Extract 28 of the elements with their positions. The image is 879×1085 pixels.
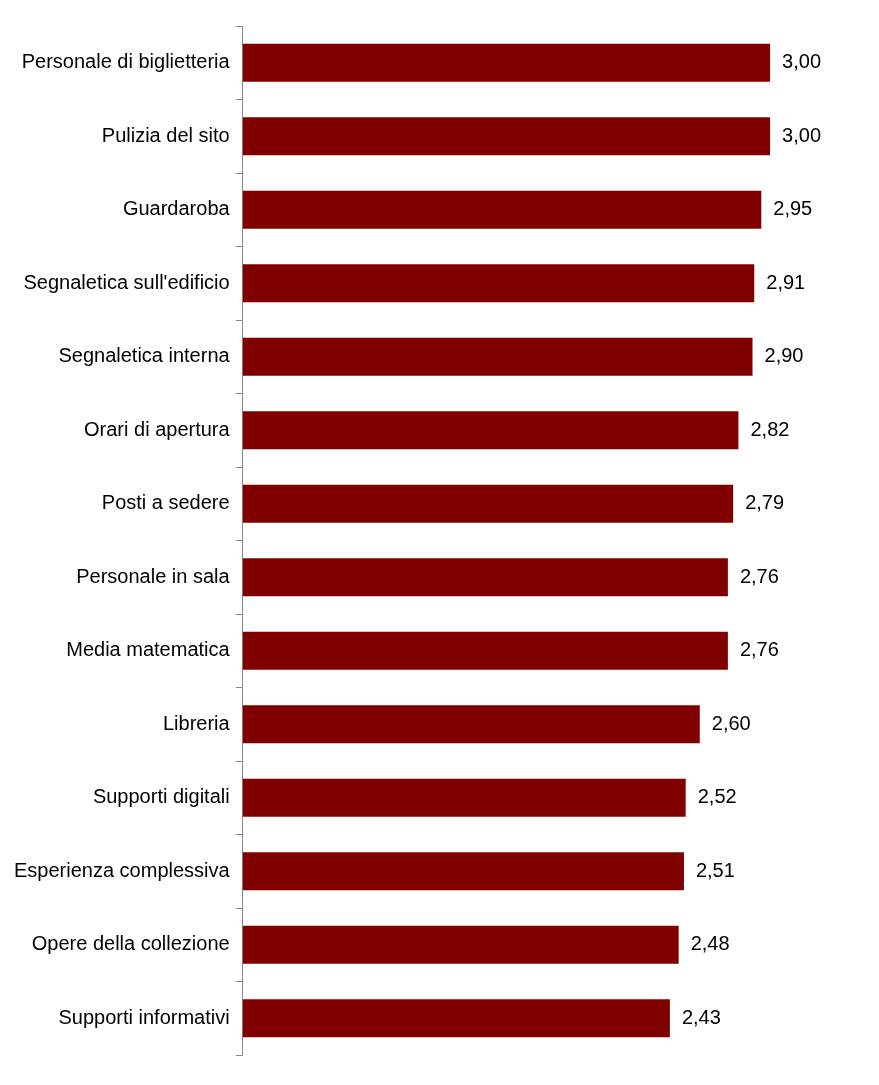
data-label: 2,76 bbox=[739, 564, 779, 587]
y-tick-label: Pulizia del sito bbox=[101, 123, 230, 146]
data-label: 2,79 bbox=[745, 491, 785, 514]
data-label: 2,76 bbox=[739, 638, 779, 661]
y-tick-label: Segnaletica sull'edificio bbox=[23, 270, 230, 293]
data-label: 2,91 bbox=[766, 270, 806, 293]
y-tick-label: Supporti informativi bbox=[58, 1005, 230, 1028]
y-tick-label: Esperienza complessiva bbox=[14, 858, 231, 881]
data-label: 3,00 bbox=[782, 50, 822, 73]
data-label: 2,90 bbox=[764, 344, 804, 367]
y-tick-label: Guardaroba bbox=[122, 197, 231, 220]
data-label: 2,95 bbox=[773, 197, 813, 220]
y-tick-label: Supporti digitali bbox=[92, 785, 230, 808]
data-label: 2,52 bbox=[697, 785, 737, 808]
y-tick-label: Media matematica bbox=[66, 638, 231, 661]
data-label: 2,60 bbox=[711, 711, 751, 734]
y-tick-label: Orari di apertura bbox=[84, 417, 231, 440]
data-label: 3,00 bbox=[782, 123, 822, 146]
data-label: 2,43 bbox=[681, 1005, 721, 1028]
y-tick-label: Libreria bbox=[162, 711, 231, 734]
y-tick-label: Segnaletica interna bbox=[58, 344, 231, 367]
y-tick-label: Personale in sala bbox=[76, 564, 231, 587]
data-label: 2,51 bbox=[695, 858, 735, 881]
data-label: 2,48 bbox=[690, 932, 730, 955]
y-tick-label: Personale di biglietteria bbox=[21, 50, 231, 73]
y-tick-label: Opere della collezione bbox=[31, 932, 230, 955]
data-label: 2,82 bbox=[750, 417, 790, 440]
y-tick-label: Posti a sedere bbox=[101, 491, 230, 514]
